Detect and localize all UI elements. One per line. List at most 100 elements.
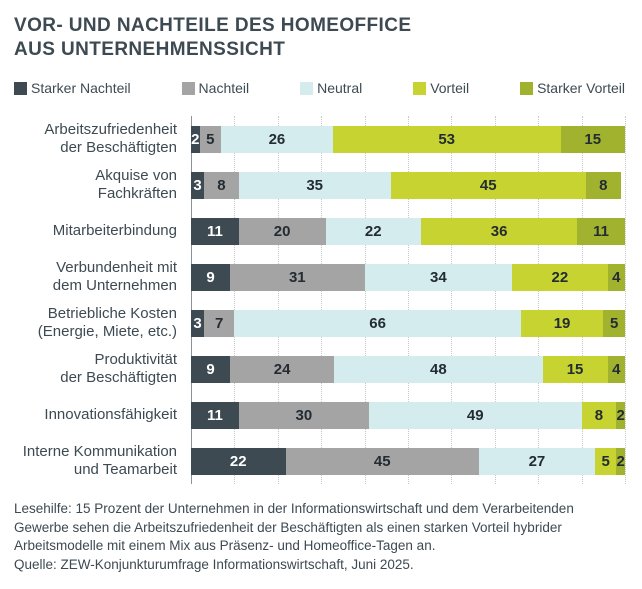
gridline xyxy=(364,116,366,484)
legend-label: Vorteil xyxy=(430,80,470,96)
stacked-bar: 11 30 49 8 2 xyxy=(191,401,625,429)
segment-value: 8 xyxy=(217,176,226,194)
segment-value: 5 xyxy=(601,452,610,470)
segment-value: 11 xyxy=(206,406,223,424)
category-label: Innovationsfähigkeit xyxy=(44,406,177,423)
bar-segment: 19 xyxy=(520,309,604,337)
segment-value: 35 xyxy=(306,176,324,194)
bar-segment: 8 xyxy=(204,171,239,199)
stacked-bar: 9 24 48 15 4 xyxy=(191,355,625,383)
legend-item: Starker Nachteil xyxy=(14,80,131,96)
segment-value: 30 xyxy=(295,406,313,424)
legend-swatch-icon xyxy=(300,81,314,95)
bar-segment: 53 xyxy=(332,125,561,153)
bar-segment: 22 xyxy=(325,217,421,245)
segment-value: 26 xyxy=(268,130,286,148)
bar-segment: 8 xyxy=(585,171,621,199)
chart: Arbeitszufriedenheit der Beschäftigten 2 5… xyxy=(14,116,626,484)
category-label: Mitarbeiterbindung xyxy=(52,222,177,239)
chart-title: VOR- UND NACHTEILE DES HOMEOFFICE AUS UN… xyxy=(14,15,412,60)
bar-row: Arbeitszufriedenheit der Beschäftigten 2 5… xyxy=(14,116,625,162)
legend-label: Nachteil xyxy=(198,80,250,96)
segment-value: 8 xyxy=(594,406,604,424)
footer-note: Lesehilfe: 15 Prozent der Unternehmen in… xyxy=(14,501,574,553)
legend-item: Starker Vorteil xyxy=(520,80,625,96)
segment-value: 22 xyxy=(229,452,247,470)
bar-segment: 30 xyxy=(238,401,369,429)
bar-segment: 3 xyxy=(191,309,205,337)
segment-value: 11 xyxy=(593,222,610,240)
stacked-bar: 3 7 66 19 5 xyxy=(191,309,625,337)
bar-segment: 3 xyxy=(191,171,205,199)
gridline xyxy=(581,116,583,484)
bar-segment: 11 xyxy=(191,217,239,245)
segment-value: 11 xyxy=(206,222,223,240)
legend-swatch-icon xyxy=(413,81,427,95)
segment-value: 15 xyxy=(566,360,584,378)
gridline xyxy=(451,116,453,484)
gridline xyxy=(538,116,540,484)
segment-value: 24 xyxy=(273,360,291,378)
segment-value: 27 xyxy=(528,452,546,470)
category-label: Betriebliche Kosten (Energie, Miete, etc… xyxy=(37,305,177,340)
bar-segment: 34 xyxy=(364,263,513,291)
bar-segment: 66 xyxy=(234,309,521,337)
bar-row: Betriebliche Kosten (Energie, Miete, etc… xyxy=(14,300,625,346)
segment-value: 7 xyxy=(215,314,224,332)
bar-segment: 15 xyxy=(542,355,608,383)
legend-item: Vorteil xyxy=(413,80,469,96)
segment-value: 8 xyxy=(599,176,608,194)
segment-value: 2 xyxy=(616,406,625,424)
y-axis-line xyxy=(191,116,192,484)
segment-value: 48 xyxy=(430,360,447,378)
segment-value: 3 xyxy=(193,314,202,332)
segment-value: 2 xyxy=(616,452,625,470)
stacked-bar: 3 8 35 45 8 xyxy=(191,171,625,199)
bar-segment: 31 xyxy=(230,263,365,291)
segment-value: 20 xyxy=(273,222,291,240)
bar-segment: 22 xyxy=(512,263,608,291)
bar-row: Verbundenheit mit dem Unternehmen 9 31 34 22… xyxy=(14,254,625,300)
segment-value: 5 xyxy=(609,314,619,332)
bar-segment: 5 xyxy=(199,125,222,153)
bar-segment: 45 xyxy=(390,171,586,199)
segment-value: 2 xyxy=(191,130,200,148)
bar-segment: 45 xyxy=(285,447,479,475)
bar-row: Produktivität der Beschäftigten 9 24 48 15 4 xyxy=(14,346,625,392)
legend-swatch-icon xyxy=(520,81,534,95)
bar-row: Akquise von Fachkräften 3 8 35 45 8 xyxy=(14,162,625,208)
segment-value: 45 xyxy=(373,452,391,470)
gridline xyxy=(408,116,409,484)
segment-value: 3 xyxy=(193,176,202,194)
segment-value: 15 xyxy=(584,130,602,148)
bar-segment: 15 xyxy=(560,125,625,153)
segment-value: 4 xyxy=(612,360,621,378)
bar-segment: 24 xyxy=(230,355,335,383)
gridline xyxy=(494,116,496,484)
segment-value: 22 xyxy=(551,268,569,286)
bar-segment: 9 xyxy=(191,263,231,291)
bar-segment: 26 xyxy=(221,125,333,153)
rows: Arbeitszufriedenheit der Beschäftigten 2 5… xyxy=(14,116,625,484)
footer: Lesehilfe: 15 Prozent der Unternehmen in… xyxy=(14,500,625,574)
legend-label: Starker Nachteil xyxy=(31,80,131,96)
bar-segment: 22 xyxy=(191,447,286,475)
bar-segment: 2 xyxy=(616,401,625,429)
segment-value: 5 xyxy=(206,130,215,148)
gridline xyxy=(625,116,626,484)
segment-value: 9 xyxy=(206,268,215,286)
bar-row: Innovationsfähigkeit 11 30 49 8 2 xyxy=(14,392,625,438)
category-label: Akquise von Fachkräften xyxy=(95,167,177,202)
segment-value: 4 xyxy=(612,268,621,286)
gridline xyxy=(321,116,323,484)
stacked-bar: 2 5 26 53 15 xyxy=(191,125,625,153)
segment-value: 53 xyxy=(438,130,455,148)
bar-segment: 2 xyxy=(616,447,625,475)
category-label: Arbeitszufriedenheit der Beschäftigten xyxy=(44,121,177,156)
gridline xyxy=(234,116,236,484)
legend-item: Nachteil xyxy=(181,80,250,96)
category-label: Produktivität der Beschäftigten xyxy=(60,351,177,386)
segment-value: 22 xyxy=(364,222,382,240)
category-label: Verbundenheit mit dem Unternehmen xyxy=(52,259,177,294)
